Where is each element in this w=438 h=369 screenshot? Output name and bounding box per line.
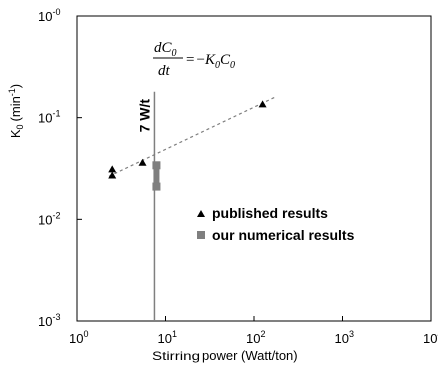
plot-area (76, 15, 432, 322)
y-axis: 10-0 10-1 10-2 10-3 (38, 7, 82, 329)
legend-label-published: published results (212, 205, 328, 221)
equation-numerator: dC0 (154, 40, 177, 59)
y-tick-label: 10-1 (38, 109, 60, 126)
x-tick-label: 104 (423, 329, 438, 346)
y-axis-title: K0(min-1) (7, 84, 25, 138)
legend-triangle-marker (197, 210, 205, 217)
y-tick-label: 10-3 (38, 312, 60, 329)
y-tick-label: 10-2 (38, 210, 60, 227)
x-tick-label: 102 (246, 329, 265, 346)
x-tick-label: 103 (335, 329, 354, 346)
numerical-point (152, 182, 161, 191)
x-axis: 100 101 102 103 104 (69, 316, 438, 346)
data-marks (108, 100, 267, 191)
x-tick-label: 100 (69, 329, 88, 346)
published-point (138, 158, 147, 166)
legend: published results our numerical results (197, 205, 355, 243)
rate-equation: dC0 dt = −K0C0 (153, 40, 235, 79)
published-point (108, 165, 117, 173)
equation-rhs: = −K0C0 (186, 52, 235, 71)
published-point (258, 100, 267, 108)
published-point (108, 171, 117, 179)
x-axis-title: Stirring power (Watt/ton) (152, 348, 298, 363)
numerical-point (152, 161, 161, 170)
trendline (108, 96, 275, 177)
y-tick-label: 10-0 (38, 7, 60, 24)
legend-label-numerical: our numerical results (212, 227, 355, 243)
x-tick-label: 101 (158, 329, 177, 346)
reference-line-label: 7 W/t (136, 99, 152, 133)
numerical-range-bar (153, 165, 160, 187)
legend-square-marker (197, 231, 205, 239)
equation-denominator: dt (158, 63, 171, 79)
